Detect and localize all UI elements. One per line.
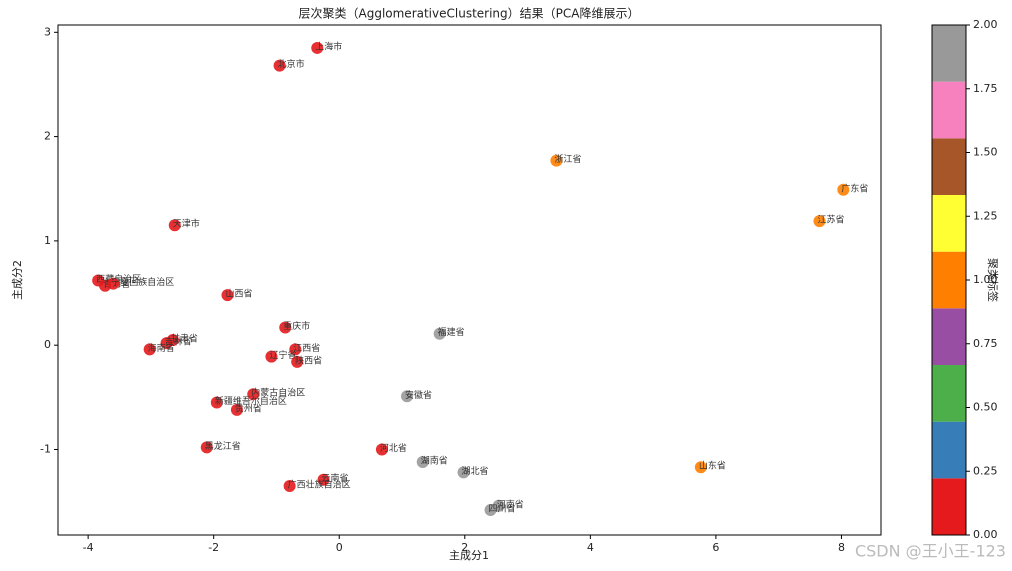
x-tick-label: 4 bbox=[587, 541, 594, 554]
point-label: 广东省 bbox=[841, 182, 868, 194]
colorbar-segment bbox=[932, 25, 966, 82]
point-label: 海南省 bbox=[148, 342, 175, 354]
point-label: 吉林省 bbox=[165, 336, 192, 348]
point-label: 上海市 bbox=[315, 40, 342, 52]
x-tick-label: -4 bbox=[83, 541, 94, 554]
point bbox=[273, 59, 286, 72]
point bbox=[484, 503, 497, 516]
y-tick-label: 1 bbox=[44, 234, 51, 247]
point bbox=[416, 455, 429, 468]
colorbar-tick-label: 0.50 bbox=[973, 401, 998, 414]
point bbox=[433, 327, 446, 340]
point bbox=[160, 337, 173, 350]
colorbar-segment bbox=[932, 308, 966, 365]
point-label: 陕西省 bbox=[295, 354, 322, 366]
point-label: 河南省 bbox=[497, 498, 524, 510]
point-label: 四川省 bbox=[489, 502, 516, 514]
point bbox=[283, 479, 296, 492]
colorbar-segment bbox=[932, 365, 966, 422]
colorbar-tick-label: 1.50 bbox=[973, 146, 998, 159]
point bbox=[401, 390, 414, 403]
x-tick-label: 6 bbox=[712, 541, 719, 554]
point-label: 河北省 bbox=[380, 442, 407, 454]
point bbox=[279, 321, 292, 334]
point-label: 湖北省 bbox=[462, 465, 489, 477]
colorbar-tick-label: 0.75 bbox=[973, 337, 998, 350]
point bbox=[311, 41, 324, 54]
colorbar-segment bbox=[932, 138, 966, 195]
point-label: 云南省 bbox=[322, 472, 349, 484]
point bbox=[168, 219, 181, 232]
point-label: 广西壮族自治区 bbox=[288, 478, 351, 490]
point-label: 辽宁省 bbox=[269, 349, 296, 361]
point-label: 贵州省 bbox=[235, 402, 262, 414]
point bbox=[375, 443, 388, 456]
point bbox=[143, 343, 156, 356]
point bbox=[200, 441, 213, 454]
colorbar-tick-label: 2.00 bbox=[973, 18, 998, 31]
point-label: 福建省 bbox=[438, 326, 465, 338]
point-label: 甘肃省 bbox=[171, 332, 198, 344]
point-label: 山东省 bbox=[699, 460, 726, 472]
point-label: 江西省 bbox=[293, 342, 320, 354]
colorbar-tick-label: 0.25 bbox=[973, 464, 998, 477]
y-tick-label: 3 bbox=[44, 25, 51, 38]
point-label: 湖南省 bbox=[421, 454, 448, 466]
y-tick-label: 0 bbox=[44, 338, 51, 351]
colorbar-segment bbox=[932, 421, 966, 479]
point bbox=[265, 350, 278, 363]
point bbox=[291, 355, 304, 368]
point bbox=[107, 277, 120, 290]
point bbox=[221, 289, 234, 302]
watermark: CSDN @王小王-123 bbox=[855, 542, 1006, 561]
point-label: 新疆维吾尔自治区 bbox=[215, 395, 287, 407]
point bbox=[247, 388, 260, 401]
y-tick-label: -1 bbox=[40, 442, 51, 455]
y-tick-label: 2 bbox=[44, 130, 51, 143]
point bbox=[550, 154, 563, 167]
point bbox=[837, 183, 850, 196]
point bbox=[694, 461, 707, 474]
colorbar-tick-label: 1.25 bbox=[973, 209, 998, 222]
y-axis-label: 主成分2 bbox=[11, 260, 24, 300]
point-label: 安徽省 bbox=[405, 389, 432, 401]
point-label: 天津市 bbox=[173, 218, 200, 230]
colorbar-segment bbox=[932, 195, 966, 252]
x-axis-label: 主成分1 bbox=[449, 549, 489, 562]
point-label: 山西省 bbox=[225, 288, 252, 300]
x-tick-label: -2 bbox=[208, 541, 219, 554]
point bbox=[230, 403, 243, 416]
x-tick-label: 2 bbox=[461, 541, 468, 554]
point-label: 江苏省 bbox=[817, 214, 844, 226]
colorbar-tick-label: 1.00 bbox=[973, 273, 998, 286]
point-label: 黑龙江省 bbox=[205, 440, 241, 452]
colorbar-tick-label: 0.00 bbox=[973, 528, 998, 541]
point-label: 北京市 bbox=[278, 58, 305, 70]
point-label: 浙江省 bbox=[554, 153, 581, 165]
point bbox=[317, 473, 330, 486]
chart-title: 层次聚类（AgglomerativeClustering）结果（PCA降维展示） bbox=[299, 7, 640, 21]
colorbar-tick-label: 1.75 bbox=[973, 82, 998, 95]
point-label: 重庆市 bbox=[283, 320, 310, 332]
plot-frame bbox=[57, 24, 882, 536]
point-label: 宁夏回族自治区 bbox=[111, 276, 174, 288]
point bbox=[210, 396, 223, 409]
point bbox=[289, 343, 302, 356]
colorbar-segment bbox=[932, 251, 966, 309]
colorbar-label: 聚类标签 bbox=[986, 258, 1000, 302]
colorbar-segment bbox=[932, 478, 966, 535]
x-tick-label: 8 bbox=[838, 541, 845, 554]
x-tick-label: 0 bbox=[336, 541, 343, 554]
point-label: 内蒙古自治区 bbox=[251, 387, 305, 399]
point bbox=[457, 466, 470, 479]
point bbox=[813, 215, 826, 228]
colorbar-segment bbox=[932, 81, 966, 139]
